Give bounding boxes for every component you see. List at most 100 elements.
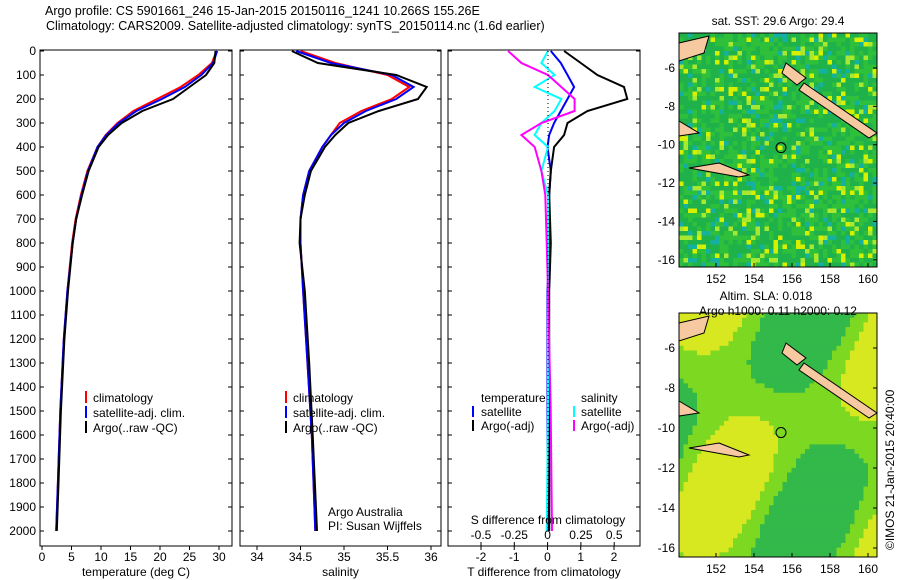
map-cell <box>692 60 698 65</box>
map-cell <box>733 327 738 333</box>
map-cell <box>769 150 774 155</box>
map-cell <box>737 163 743 169</box>
map-cell <box>679 500 684 506</box>
map-cell <box>805 327 810 333</box>
map-cell <box>823 514 828 520</box>
map-cell <box>710 141 716 146</box>
map-cell <box>773 383 779 389</box>
map-cell <box>742 411 747 417</box>
map-cell <box>841 364 846 370</box>
map-cell <box>742 46 747 52</box>
map-cell <box>809 542 815 549</box>
map-cell <box>859 163 864 169</box>
map-cell <box>764 467 770 474</box>
map-cell <box>859 42 864 47</box>
map-cell <box>782 416 788 422</box>
map-cell <box>782 141 788 146</box>
map-cell <box>791 82 797 88</box>
map-cell <box>850 528 855 535</box>
map-cell <box>769 416 774 422</box>
map-cell <box>679 136 684 142</box>
map-cell <box>742 341 747 347</box>
map-cell <box>710 114 716 119</box>
map-cell <box>827 486 833 492</box>
map-cell <box>746 163 752 169</box>
map-cell <box>805 37 810 43</box>
map-cell <box>701 258 707 263</box>
map-cell <box>769 496 774 502</box>
map-cell <box>800 463 806 469</box>
map-cell <box>832 538 837 544</box>
map-cell <box>832 235 837 241</box>
map-cell <box>773 406 779 413</box>
map-cell <box>841 33 846 38</box>
map-cell <box>746 240 752 245</box>
map-cell <box>836 100 842 106</box>
map-cell <box>742 262 747 268</box>
map-cell <box>872 467 878 474</box>
map-cell <box>737 226 743 232</box>
map-cell <box>791 244 797 250</box>
map-cell <box>791 374 797 380</box>
map-cell <box>733 420 738 427</box>
map-cell <box>742 33 747 38</box>
map-cell <box>814 317 819 323</box>
map-cell <box>832 168 837 173</box>
map-cell <box>706 172 711 178</box>
map-cell <box>719 397 725 403</box>
map-cell <box>827 181 833 187</box>
map-cell <box>733 159 738 164</box>
map-cell <box>742 69 747 74</box>
map-cell <box>764 190 770 196</box>
map-cell <box>845 145 851 151</box>
map-cell <box>728 204 734 209</box>
map-cell <box>697 538 702 544</box>
map-cell <box>805 322 810 328</box>
map-cell <box>719 87 725 92</box>
map-cell <box>692 463 698 469</box>
map-cell <box>742 235 747 241</box>
map-cell <box>814 472 819 478</box>
map-cell <box>841 235 846 241</box>
map-cell <box>706 222 711 227</box>
map-cell <box>827 96 833 101</box>
map-cell <box>796 416 801 422</box>
map-cell <box>827 500 833 506</box>
map-cell <box>796 96 801 101</box>
map-cell <box>773 69 779 74</box>
map-cell <box>845 208 851 214</box>
map-cell <box>737 213 743 218</box>
map-cell <box>778 235 783 241</box>
map-cell <box>760 105 765 110</box>
map-cell <box>742 168 747 173</box>
map-cell <box>868 463 873 469</box>
map-cell <box>769 425 774 431</box>
map-cell <box>872 195 878 200</box>
map-cell <box>823 190 828 196</box>
map-cell <box>773 195 779 200</box>
x-tick-label: 158 <box>820 272 840 286</box>
y-tick-label: -6 <box>664 61 675 75</box>
map-cell <box>845 519 851 525</box>
map-cell <box>850 458 855 464</box>
map-cell <box>800 51 806 56</box>
map-cell <box>719 425 725 431</box>
map-cell <box>823 467 828 474</box>
map-cell <box>701 33 707 38</box>
map-cell <box>742 240 747 245</box>
map-cell <box>863 249 869 254</box>
map-cell <box>769 231 774 236</box>
map-cell <box>688 163 693 169</box>
map-cell <box>809 55 815 61</box>
map-cell <box>872 547 878 553</box>
map-cell <box>710 177 716 182</box>
map-cell <box>715 42 720 47</box>
map-cell <box>841 378 846 384</box>
map-cell <box>832 552 837 558</box>
map-cell <box>715 150 720 155</box>
map-cell <box>814 538 819 544</box>
map-cell <box>832 331 837 337</box>
map-cell <box>760 217 765 223</box>
map-cell <box>683 341 689 347</box>
map-cell <box>841 222 846 227</box>
